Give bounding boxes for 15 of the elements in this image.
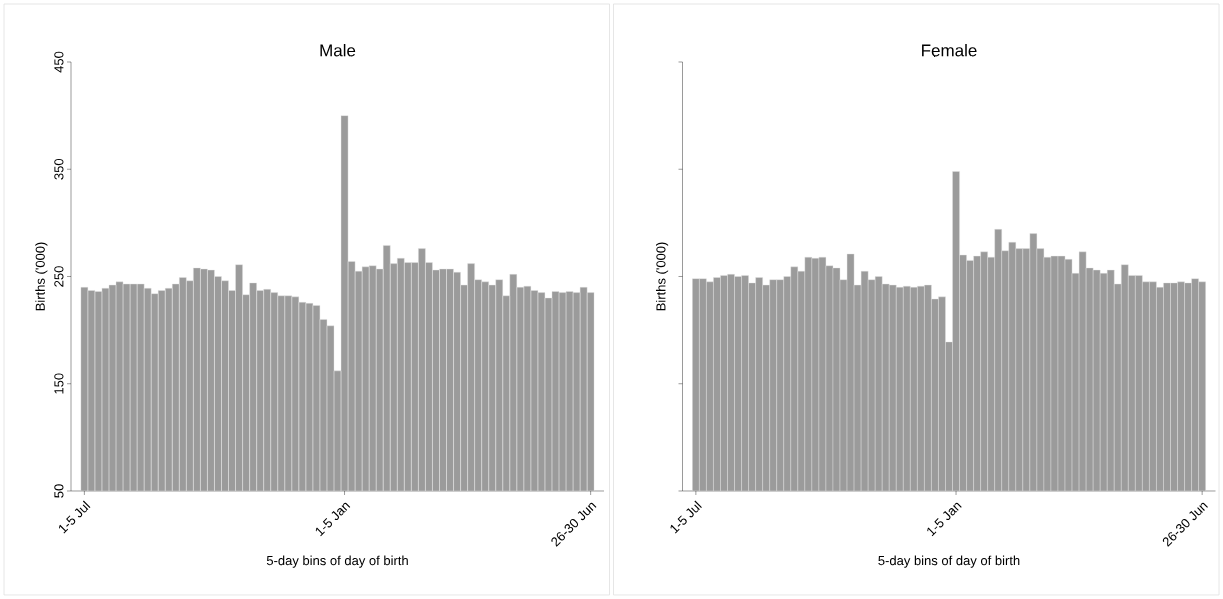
chart-title: Male — [320, 43, 356, 57]
x-axis-title: 5-day bins of day of birth — [266, 555, 408, 568]
x-tick-label: 1-5 Jan — [927, 502, 962, 537]
y-tick-label: 350 — [54, 158, 64, 180]
x-tick-label: 1-5 Jul — [59, 500, 91, 534]
x-tick-label: 1-5 Jan — [315, 502, 351, 537]
y-tick-label: 50 — [54, 484, 64, 498]
x-tick-label: 1-5 Jul — [670, 500, 702, 534]
y-axis-title: Births ('000) — [35, 242, 48, 311]
y-axis-title: Births ('000) — [655, 242, 669, 311]
chart-title: Female — [922, 43, 977, 57]
x-axis-title: 5-day bins of day of birth — [878, 555, 1020, 568]
y-tick-label: 250 — [54, 266, 64, 287]
y-tick-label: 450 — [54, 51, 64, 73]
y-tick-label: 150 — [54, 373, 64, 394]
